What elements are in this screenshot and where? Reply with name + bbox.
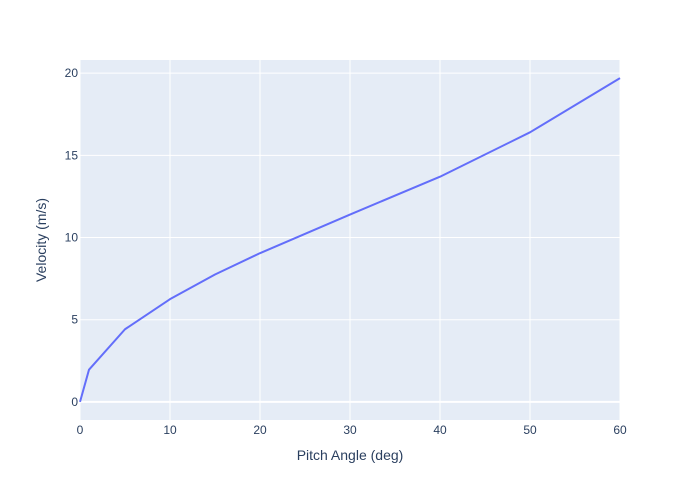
series-line bbox=[79, 77, 621, 403]
x-tick-label: 50 bbox=[523, 423, 537, 437]
x-tick-label: 20 bbox=[253, 423, 267, 437]
y-tick-label: 10 bbox=[65, 231, 79, 245]
x-tick-label: 30 bbox=[343, 423, 357, 437]
x-gridlines bbox=[79, 60, 621, 420]
x-tick-label: 10 bbox=[163, 423, 177, 437]
y-tick-label: 0 bbox=[71, 395, 78, 409]
y-tick-label: 20 bbox=[65, 66, 79, 80]
y-axis-title: Velocity (m/s) bbox=[33, 198, 49, 282]
x-tick-label: 0 bbox=[77, 423, 84, 437]
x-axis-title: Pitch Angle (deg) bbox=[297, 447, 404, 463]
x-tick-labels: 0 10 20 30 40 50 60 bbox=[77, 423, 627, 437]
y-gridlines bbox=[80, 72, 620, 403]
y-tick-label: 5 bbox=[71, 313, 78, 327]
series-layer bbox=[79, 77, 621, 403]
x-tick-label: 40 bbox=[433, 423, 447, 437]
y-tick-label: 15 bbox=[65, 148, 79, 162]
x-tick-label: 60 bbox=[613, 423, 627, 437]
y-tick-labels: 0 5 10 15 20 bbox=[65, 66, 79, 409]
